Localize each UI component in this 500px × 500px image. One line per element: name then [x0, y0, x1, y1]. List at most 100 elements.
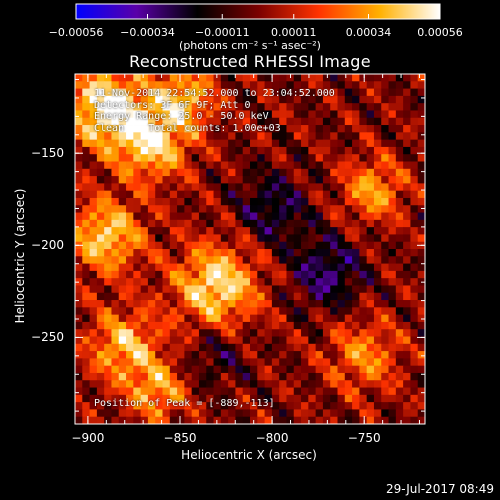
heatmap-cell [96, 219, 105, 228]
heatmap-cell [271, 307, 280, 316]
heatmap-cell [184, 365, 193, 374]
heatmap-cell [388, 365, 397, 374]
heatmap-cell [337, 402, 346, 410]
heatmap-cell [242, 336, 251, 345]
heatmap-cell [169, 117, 178, 126]
heatmap-cell [191, 74, 200, 82]
heatmap-cell [155, 372, 163, 381]
heatmap-cell [330, 372, 338, 381]
heatmap-cell [395, 321, 404, 330]
heatmap-cell [381, 336, 389, 345]
heatmap-cell [352, 314, 360, 323]
colorbar-tick-label: −0.00011 [194, 26, 250, 39]
heatmap-cell [279, 336, 287, 345]
heatmap-cell [250, 358, 258, 367]
heatmap-cell [82, 154, 90, 162]
heatmap-cell [344, 103, 353, 111]
colorbar [75, 3, 441, 20]
heatmap-cell [126, 227, 134, 235]
heatmap-cell [242, 321, 251, 330]
heatmap-cell [198, 270, 207, 279]
heatmap-cell [228, 132, 236, 141]
heatmap-cell [177, 241, 185, 250]
chart-title: Reconstructed RHESSI Image [129, 52, 371, 71]
heatmap-cell [417, 168, 426, 177]
heatmap-cell [344, 409, 353, 418]
heatmap-cell [96, 387, 105, 396]
heatmap-cell [279, 270, 287, 279]
heatmap-cell [293, 329, 302, 337]
heatmap-cell [293, 314, 302, 323]
heatmap-cell [373, 168, 382, 177]
heatmap-cell [359, 241, 368, 250]
heatmap-cell [257, 358, 265, 367]
heatmap-cell [388, 394, 397, 403]
heatmap-cell [250, 292, 258, 301]
heatmap-cell [403, 343, 411, 352]
heatmap-cell [271, 197, 280, 206]
heatmap-cell [213, 343, 222, 352]
heatmap-cell [89, 95, 98, 104]
heatmap-cell [301, 110, 309, 119]
heatmap-cell [264, 387, 273, 396]
heatmap-cell [417, 249, 426, 257]
heatmap-cell [373, 125, 382, 133]
heatmap-cell [315, 256, 324, 264]
heatmap-cell [169, 190, 178, 199]
heatmap-cell [352, 227, 360, 235]
heatmap-cell [337, 161, 346, 170]
heatmap-cell [155, 154, 163, 162]
heatmap-cell [235, 278, 244, 286]
heatmap-cell [403, 241, 411, 250]
heatmap-cell [162, 234, 171, 243]
heatmap-cell [118, 241, 127, 250]
heatmap-cell [301, 300, 309, 308]
heatmap-cell [315, 292, 324, 301]
heatmap-cell [220, 176, 229, 184]
heatmap-cell [337, 205, 346, 213]
heatmap-cell [162, 132, 171, 141]
heatmap-cell [315, 307, 324, 316]
heatmap-cell [191, 321, 200, 330]
heatmap-cell [96, 336, 105, 345]
heatmap-cell [301, 176, 309, 184]
heatmap-cell [301, 416, 309, 425]
heatmap-cell [279, 168, 287, 177]
heatmap-cell [352, 183, 360, 192]
heatmap-cell [118, 321, 127, 330]
heatmap-cell [242, 307, 251, 316]
heatmap-cell [315, 197, 324, 206]
heatmap-cell [322, 409, 331, 418]
heatmap-cell [322, 227, 331, 235]
heatmap-cell [271, 227, 280, 235]
heatmap-cell [315, 241, 324, 250]
heatmap-cell [133, 300, 142, 308]
heatmap-cell [410, 88, 419, 97]
heatmap-cell [198, 219, 207, 228]
heatmap-cell [352, 409, 360, 418]
heatmap-cell [140, 154, 149, 162]
heatmap-cell [352, 125, 360, 133]
heatmap-cell [177, 190, 185, 199]
heatmap-cell [96, 227, 105, 235]
heatmap-cell [184, 329, 193, 337]
heatmap-cell [359, 125, 368, 133]
heatmap-cell [82, 197, 90, 206]
heatmap-cell [155, 263, 163, 272]
heatmap-cell [162, 270, 171, 279]
heatmap-cell [104, 197, 112, 206]
heatmap-cell [140, 234, 149, 243]
heatmap-cell [126, 278, 134, 286]
heatmap-cell [279, 110, 287, 119]
heatmap-cell [235, 351, 244, 359]
heatmap-cell [271, 95, 280, 104]
heatmap-cell [388, 292, 397, 301]
heatmap-cell [330, 227, 338, 235]
heatmap-cell [133, 285, 142, 294]
heatmap-cell [206, 183, 214, 192]
heatmap-cell [147, 256, 156, 264]
heatmap-cell [344, 351, 353, 359]
heatmap-cell [286, 329, 295, 337]
heatmap-cell [177, 205, 185, 213]
heatmap-cell [104, 307, 112, 316]
